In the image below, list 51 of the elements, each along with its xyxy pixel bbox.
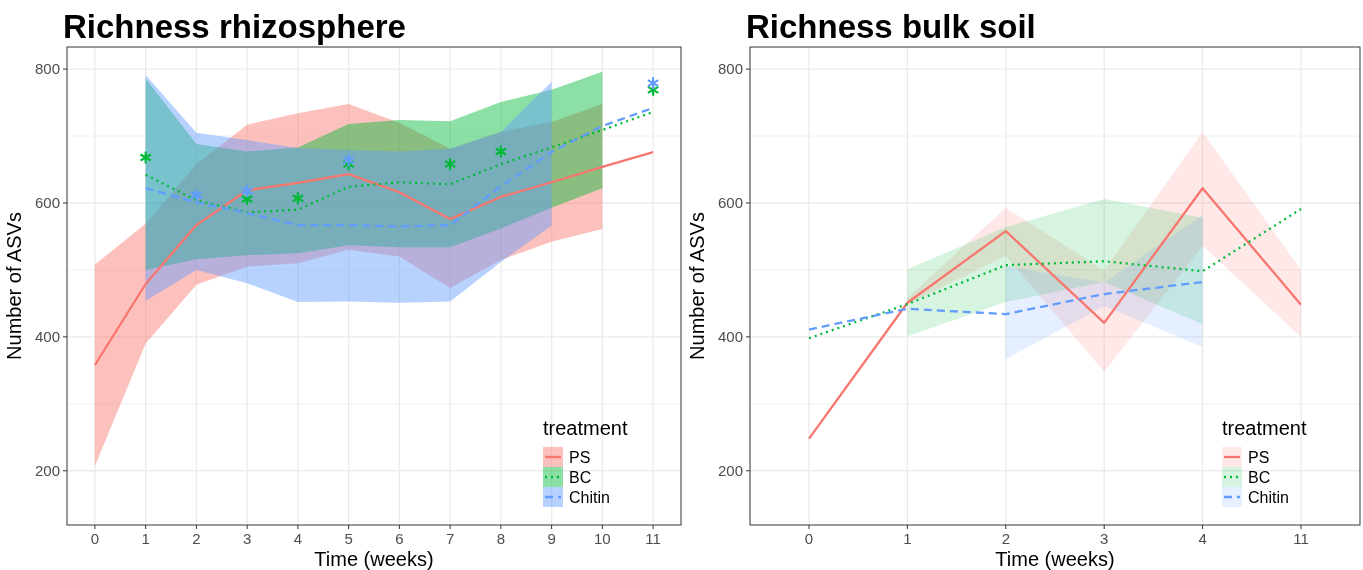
point xyxy=(139,150,152,165)
y-tick-label: 600 xyxy=(34,194,60,212)
point xyxy=(494,144,508,159)
x-tick-label: 4 xyxy=(1198,530,1207,547)
y-tick-label: 800 xyxy=(717,60,743,78)
x-tick-label: 3 xyxy=(1100,530,1109,547)
x-tick-label: 1 xyxy=(141,530,150,547)
x-tick-label: 10 xyxy=(594,530,611,547)
y-tick-label: 200 xyxy=(717,462,743,480)
x-tick-label: 3 xyxy=(242,530,252,547)
legend-label: PS xyxy=(569,448,591,466)
legend-label: BC xyxy=(1248,468,1271,486)
x-tick-label: 6 xyxy=(395,530,404,547)
x-tick-label: 2 xyxy=(192,530,201,547)
legend-label: Chitin xyxy=(569,488,610,506)
y-axis-title: Number of ASVs xyxy=(3,212,25,360)
point xyxy=(240,183,254,199)
point xyxy=(291,191,305,206)
x-tick-label: 4 xyxy=(293,530,303,547)
legend-title: treatment xyxy=(543,417,628,439)
x-tick-label: 0 xyxy=(804,530,814,547)
point xyxy=(342,153,355,168)
legend-label: Chitin xyxy=(1248,488,1289,506)
y-tick-label: 600 xyxy=(717,194,743,212)
x-tick-label: 7 xyxy=(445,530,455,547)
chart-title: Richness rhizosphere xyxy=(63,8,406,45)
x-tick-label: 8 xyxy=(496,530,506,547)
x-axis-title: Time (weeks) xyxy=(995,548,1115,570)
x-tick-label: 9 xyxy=(547,530,556,547)
point xyxy=(646,76,660,91)
legend-label: BC xyxy=(569,468,592,486)
line-series xyxy=(93,150,655,367)
x-tick-label: 0 xyxy=(90,530,100,547)
y-tick-label: 400 xyxy=(717,328,743,346)
x-axis-title: Time (weeks) xyxy=(314,548,434,570)
x-tick-label: 1 xyxy=(903,530,912,547)
line-series xyxy=(807,280,1204,331)
chart-title: Richness bulk soil xyxy=(746,8,1036,45)
legend-label: PS xyxy=(1248,448,1270,466)
y-tick-label: 400 xyxy=(34,328,60,346)
point xyxy=(443,157,457,172)
x-tick-label: 5 xyxy=(344,530,353,547)
y-axis-title: Number of ASVs xyxy=(686,212,708,360)
x-tick-label: 2 xyxy=(1001,530,1010,547)
y-tick-label: 200 xyxy=(34,462,60,480)
x-tick-label: 11 xyxy=(1293,530,1309,547)
point xyxy=(190,187,203,203)
line-series xyxy=(807,207,1303,340)
y-tick-label: 800 xyxy=(34,60,60,78)
legend-title: treatment xyxy=(1222,417,1307,439)
x-tick-label: 11 xyxy=(645,530,661,547)
